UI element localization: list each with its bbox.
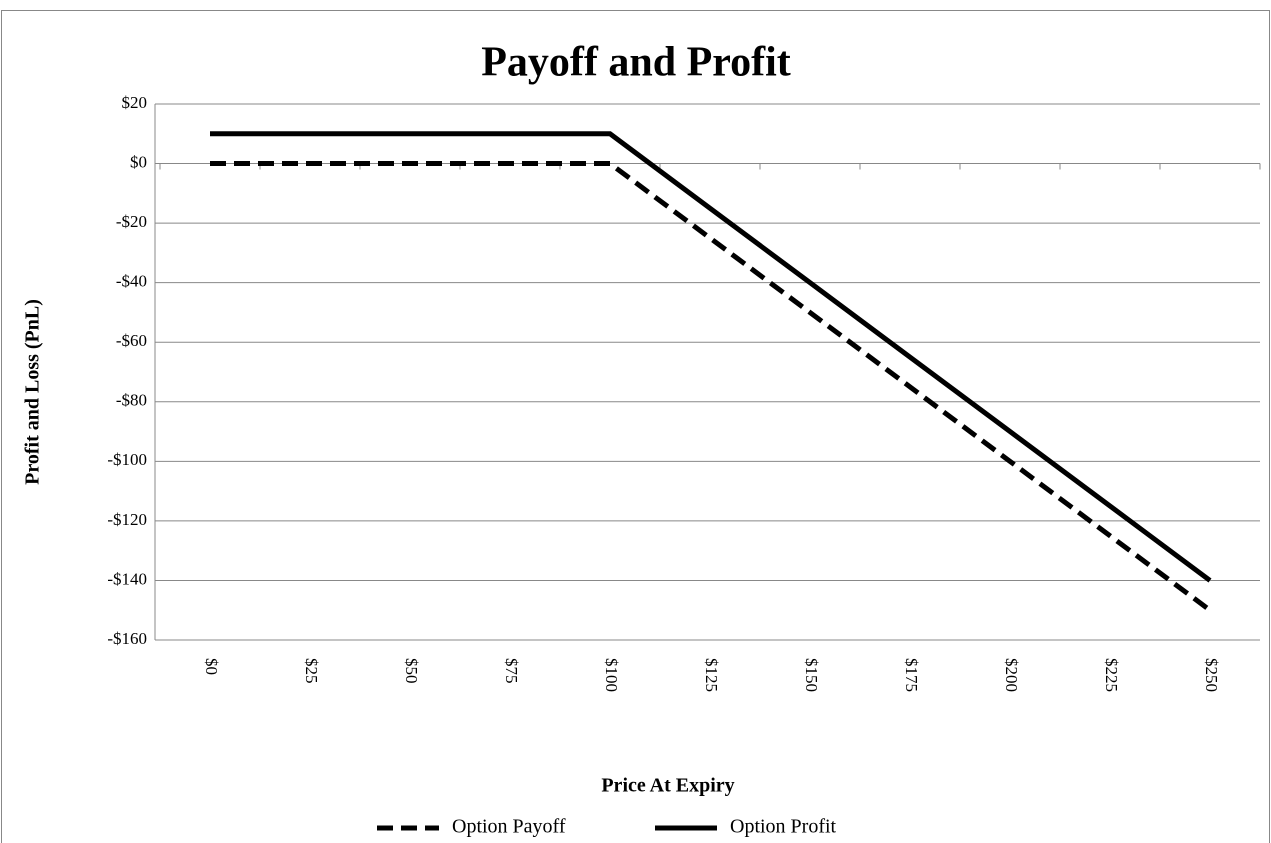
- y-tick-label: $0: [130, 152, 147, 171]
- y-axis-title: Profit and Loss (PnL): [22, 299, 44, 485]
- x-tick-label: $0: [202, 658, 221, 675]
- y-tick-label: $20: [122, 93, 148, 112]
- x-tick-label: $150: [802, 658, 821, 692]
- x-tick-label: $175: [902, 658, 921, 692]
- y-tick-label: -$80: [116, 391, 147, 410]
- series-line: [210, 161, 1212, 613]
- x-tick-label: $50: [402, 658, 421, 684]
- x-axis-title: Price At Expiry: [601, 775, 734, 797]
- y-tick-label: -$100: [107, 450, 147, 469]
- y-tick-label: -$40: [116, 272, 147, 291]
- series-line: [210, 131, 1212, 583]
- x-tick-label: $75: [502, 658, 521, 684]
- legend-label: Option Profit: [730, 816, 837, 838]
- y-tick-label: -$140: [107, 569, 147, 588]
- x-tick-label: $250: [1202, 658, 1221, 692]
- chart-title: Payoff and Profit: [481, 40, 791, 86]
- y-tick-label: -$120: [107, 510, 147, 529]
- legend-label: Option Payoff: [452, 816, 566, 838]
- x-tick-label: $225: [1102, 658, 1121, 692]
- y-tick-label: -$60: [116, 331, 147, 350]
- y-tick-label: -$20: [116, 212, 147, 231]
- y-tick-label: -$160: [107, 629, 147, 648]
- chart-border: [1, 10, 1270, 843]
- x-tick-label: $200: [1002, 658, 1021, 692]
- x-tick-label: $25: [302, 658, 321, 684]
- x-tick-label: $100: [602, 658, 621, 692]
- x-tick-label: $125: [702, 658, 721, 692]
